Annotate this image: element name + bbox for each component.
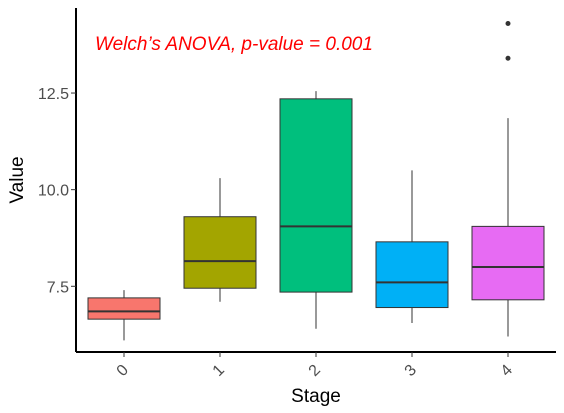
y-axis-ticks: 7.5 10.0 12.5 xyxy=(38,86,76,296)
y-tick-label: 12.5 xyxy=(38,86,69,103)
box-body xyxy=(375,241,449,309)
box-body xyxy=(183,216,257,289)
x-tick-label: 0 xyxy=(114,362,132,380)
outlier-point xyxy=(505,20,511,26)
x-tick-label: 1 xyxy=(210,362,228,380)
box-body xyxy=(471,225,545,301)
outlier-point xyxy=(505,55,511,61)
x-tick-label: 2 xyxy=(306,362,324,380)
box-stage-0 xyxy=(87,290,161,341)
x-tick-label: 3 xyxy=(402,362,420,380)
y-axis-title: Value xyxy=(7,156,28,203)
box-stage-4 xyxy=(471,20,545,337)
plot-area xyxy=(87,20,545,341)
x-axis-title: Stage xyxy=(291,386,341,407)
y-tick-label: 10.0 xyxy=(38,183,69,200)
box-body xyxy=(87,297,161,320)
x-tick-label: 4 xyxy=(498,362,516,380)
anova-annotation: Welch’s ANOVA, p-value = 0.001 xyxy=(95,34,373,55)
x-axis-ticks: 0 1 2 3 4 xyxy=(114,352,516,380)
box-body xyxy=(279,98,353,293)
box-stage-2 xyxy=(279,91,353,329)
box-stage-1 xyxy=(183,178,257,302)
y-tick-label: 7.5 xyxy=(47,279,69,296)
box-stage-3 xyxy=(375,170,449,324)
